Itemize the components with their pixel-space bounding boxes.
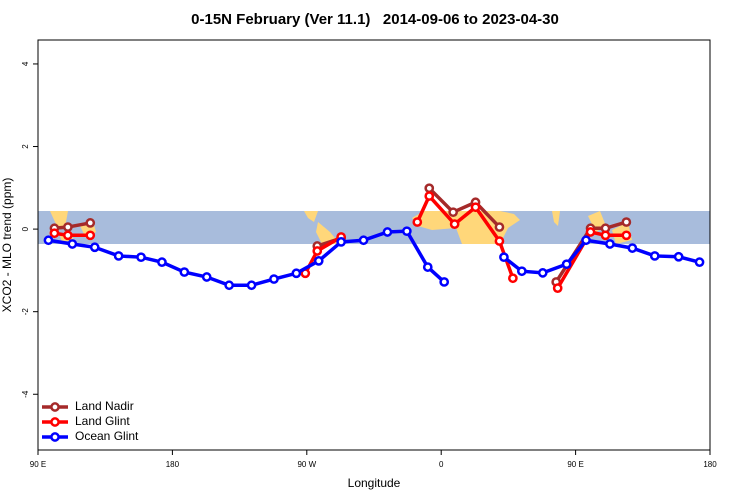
data-point (449, 219, 460, 229)
legend-label: Land Glint (75, 414, 130, 428)
data-point (627, 243, 638, 253)
data-point (201, 272, 212, 282)
data-point (313, 256, 324, 266)
y-tick-label: -4 (21, 390, 30, 398)
data-point (516, 266, 527, 277)
data-point (246, 280, 257, 291)
data-point (448, 207, 458, 218)
data-point (157, 257, 167, 267)
data-point (85, 230, 96, 241)
data-point (508, 273, 518, 284)
legend-label: Land Nadir (75, 399, 134, 413)
x-tick-label: 90 W (297, 460, 316, 469)
data-point (673, 251, 684, 262)
land-oceania (552, 211, 632, 244)
data-point (382, 227, 393, 237)
y-tick-label: 2 (21, 144, 30, 149)
data-point (336, 237, 346, 247)
data-point (136, 252, 146, 263)
land-americas (304, 211, 340, 244)
data-point (499, 252, 509, 263)
data-point (422, 262, 433, 272)
legend-label: Ocean Glint (75, 429, 139, 443)
x-tick-label: 0 (439, 460, 444, 469)
y-axis-label: XCO2 - MLO trend (ppm) (0, 178, 14, 313)
data-point (424, 183, 435, 194)
y-tick-label: -2 (21, 308, 30, 316)
x-tick-label: 180 (703, 460, 717, 469)
data-point (600, 230, 611, 241)
chart-title: 0-15N February (Ver 11.1) 2014-09-06 to … (191, 11, 559, 28)
data-point (402, 226, 412, 237)
data-point (470, 202, 481, 213)
data-point (552, 283, 563, 293)
data-point (49, 228, 60, 239)
data-point (605, 239, 615, 249)
data-point (224, 280, 234, 291)
data-point (85, 218, 96, 228)
data-point (43, 235, 54, 246)
legend-marker (50, 402, 60, 412)
x-tick-label: 90 E (30, 460, 46, 469)
data-point (694, 257, 705, 267)
data-point (113, 251, 124, 261)
data-point (269, 274, 279, 284)
data-point (63, 222, 73, 232)
x-tick-label: 180 (166, 460, 180, 469)
data-point (585, 227, 596, 237)
data-point (494, 222, 505, 232)
data-point (358, 235, 369, 246)
plot-frame (37, 39, 711, 451)
x-tick-label: 90 E (567, 460, 583, 469)
data-point (424, 191, 435, 201)
data-point (312, 246, 323, 256)
data-point (537, 268, 548, 278)
legend-marker (50, 432, 60, 442)
data-point (621, 217, 632, 227)
data-point (494, 236, 505, 246)
data-point (67, 239, 78, 249)
data-point (439, 277, 450, 287)
data-point (179, 267, 190, 277)
data-point (89, 242, 100, 253)
data-point (621, 230, 632, 241)
data-point (649, 251, 660, 261)
y-tick-label: 4 (21, 61, 30, 66)
data-point (63, 230, 73, 241)
y-tick-label: 0 (21, 226, 30, 231)
x-axis-label: Longitude (348, 476, 401, 490)
data-point (291, 268, 302, 279)
data-point (581, 235, 591, 246)
data-point (412, 217, 423, 227)
legend-marker (50, 417, 60, 427)
data-point (561, 259, 572, 270)
